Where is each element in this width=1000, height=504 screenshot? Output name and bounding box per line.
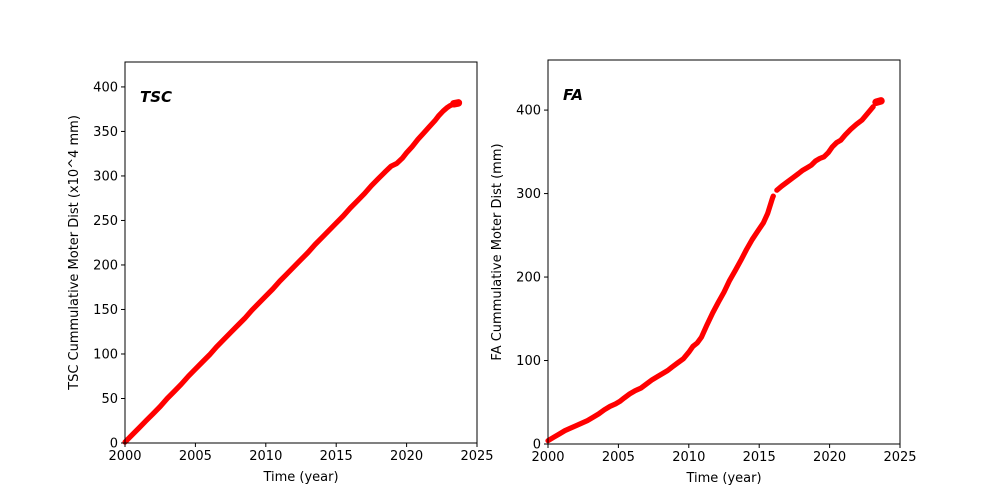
series-line: [774, 104, 876, 193]
y-tick-label: 100: [93, 347, 118, 362]
x-tick-label: 2025: [883, 450, 916, 465]
y-tick-label: 0: [533, 438, 541, 453]
x-tick-label: 2000: [531, 450, 564, 465]
y-tick-label: 400: [93, 80, 118, 95]
x-tick-label: 2005: [179, 449, 212, 464]
x-tick-label: 2010: [672, 450, 705, 465]
y-tick-label: 0: [110, 437, 118, 452]
x-tick-label: 2025: [460, 449, 493, 464]
y-axis-label: FA Cummulative Moter Dist (mm): [490, 143, 505, 360]
series-line: [450, 99, 463, 108]
panel-annotation: FA: [563, 86, 583, 104]
x-tick-label: 2015: [743, 450, 776, 465]
x-tick-label: 2000: [108, 449, 141, 464]
y-tick-label: 250: [93, 214, 118, 229]
series-line: [545, 193, 776, 444]
y-tick-label: 300: [93, 169, 118, 184]
y-tick-label: 200: [93, 258, 118, 273]
y-tick-label: 50: [101, 392, 118, 407]
x-axis-label: Time (year): [262, 470, 338, 485]
x-tick-label: 2015: [320, 449, 353, 464]
x-tick-label: 2020: [390, 449, 423, 464]
series-line: [872, 97, 885, 106]
series-line: [122, 101, 456, 445]
x-tick-label: 2010: [249, 449, 282, 464]
x-tick-label: 2020: [813, 450, 846, 465]
y-tick-label: 100: [516, 354, 541, 369]
y-tick-label: 200: [516, 271, 541, 286]
panel-right: 2000 2005 2010 2015 2020 2025 0 100 200 300 400 Tim…: [490, 59, 917, 486]
y-tick-label: 150: [93, 303, 118, 318]
plot-border: [124, 61, 478, 444]
y-tick-label: 300: [516, 187, 541, 202]
panel-left: 2000 2005 2010 2015 2020 2025 0 50 100 150 200 250 3…: [67, 61, 494, 485]
y-axis-label: TSC Cummulative Moter Dist (x10^4 mm): [67, 115, 82, 391]
x-tick-label: 2005: [602, 450, 635, 465]
panel-annotation: TSC: [140, 88, 172, 106]
x-axis-label: Time (year): [685, 471, 761, 486]
y-tick-label: 350: [93, 125, 118, 140]
plot-border: [547, 59, 901, 445]
y-tick-label: 400: [516, 104, 541, 119]
